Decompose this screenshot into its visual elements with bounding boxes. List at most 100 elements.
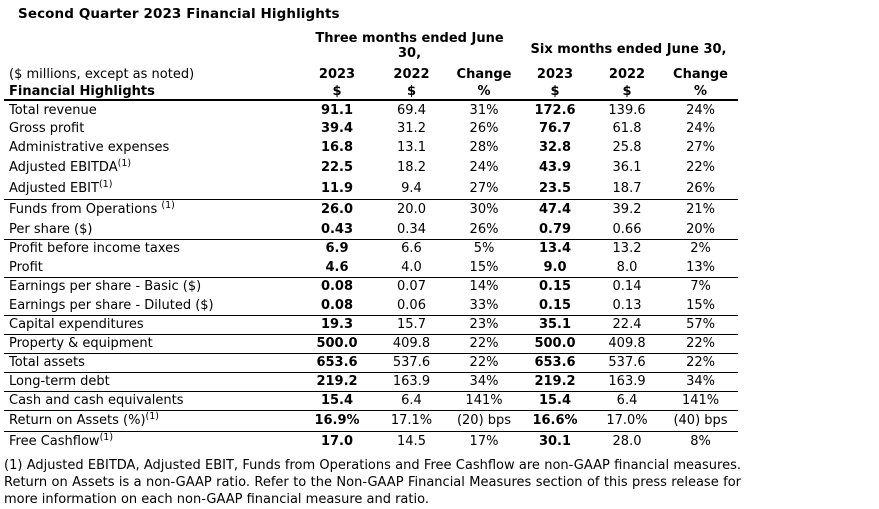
cell-value: 23.5 bbox=[519, 178, 592, 200]
cell-value: 17.0% bbox=[591, 410, 664, 432]
table-row: Earnings per share - Basic ($) 0.08 0.07 14… bbox=[4, 277, 738, 296]
cell-value: 16.8 bbox=[320, 140, 354, 155]
table-row: Return on Assets (%)(1) 16.9% 17.1% (20) bp… bbox=[4, 410, 739, 432]
cell-value: 17% bbox=[469, 434, 499, 450]
cell-value: (20) bps bbox=[449, 410, 520, 432]
cell-value: 19.3 bbox=[300, 315, 374, 335]
cell-value: 0.43 bbox=[300, 220, 374, 240]
cell-value: 32.8 bbox=[538, 140, 572, 155]
cell-value: 28.0 bbox=[612, 434, 642, 450]
cell-value: 27% bbox=[449, 178, 520, 200]
table-row: Profit 4.6 4.0 15% 9.0 8.0 13% bbox=[4, 258, 739, 278]
row-label: Total assets bbox=[4, 353, 300, 373]
table-row: Gross profit 39.4 31.2 26% 76.7 61.8 24% bbox=[4, 119, 738, 138]
cell-value: 163.9 bbox=[374, 372, 449, 392]
cell-value: 13.2 bbox=[612, 241, 642, 257]
cell-value: 26% bbox=[663, 178, 739, 200]
cell-value: 28% bbox=[469, 140, 499, 155]
table-row: Funds from Operations (1) 26.0 20.0 30% 47.4… bbox=[4, 199, 738, 220]
cell-value: 13.1 bbox=[397, 140, 426, 155]
cell-value: 537.6 bbox=[591, 353, 664, 373]
cell-value: 0.66 bbox=[591, 220, 664, 240]
row-label: Profit before income taxes bbox=[9, 241, 180, 257]
table-row: Free Cashflow(1) 17.0 14.5 17% 30.1 28.0 8% bbox=[4, 431, 738, 452]
row-label: Long-term debt bbox=[4, 372, 300, 392]
cell-value: 409.8 bbox=[374, 334, 449, 354]
cell-value: 0.13 bbox=[591, 296, 664, 316]
table-row: Cash and cash equivalents 15.4 6.4 141% 15.4… bbox=[4, 391, 739, 411]
col-header-year: 2022 bbox=[393, 67, 430, 82]
table-row: Property & equipment 500.0 409.8 22% 500.0 40… bbox=[4, 334, 739, 354]
cell-value: 30% bbox=[469, 202, 499, 218]
cell-value: 26.0 bbox=[320, 202, 354, 218]
cell-value: 15.4 bbox=[300, 391, 374, 411]
cell-value: 172.6 bbox=[534, 102, 576, 118]
col-header-change: Change bbox=[456, 67, 512, 82]
cell-value: 8% bbox=[690, 434, 711, 450]
cell-value: 30.1 bbox=[538, 434, 572, 450]
cell-value: 31.2 bbox=[397, 121, 426, 136]
cell-value: 39.4 bbox=[320, 121, 354, 136]
cell-value: 20.0 bbox=[397, 202, 426, 218]
group-header-row: Three months ended June 30, Six months e… bbox=[4, 31, 738, 64]
cell-value: 0.06 bbox=[374, 296, 449, 316]
footnote-ref: (1) bbox=[99, 432, 114, 444]
footnote: (1) Adjusted EBITDA, Adjusted EBIT, Fund… bbox=[4, 458, 741, 507]
cell-value: 17.1% bbox=[374, 410, 449, 432]
table-row: Profit before income taxes 6.9 6.6 5% 13.4 13… bbox=[4, 239, 738, 258]
six-months-header: Six months ended June 30, bbox=[530, 42, 727, 57]
cell-value: 69.4 bbox=[397, 102, 426, 118]
group-header-spacer bbox=[4, 31, 300, 64]
col-header-year: 2023 bbox=[318, 67, 356, 82]
cell-value: 22% bbox=[663, 334, 739, 354]
cell-value: 22% bbox=[686, 160, 715, 175]
cell-value: 76.7 bbox=[538, 121, 572, 136]
table-body: Total revenue 91.1 69.4 31% 172.6 139.6 24% Gro… bbox=[4, 100, 739, 452]
row-label: Profit bbox=[4, 258, 300, 278]
units-header-row: Financial Highlights $ $ % $ $ % bbox=[4, 82, 739, 101]
cell-value: 18.7 bbox=[591, 178, 664, 200]
cell-value: 34% bbox=[663, 372, 739, 392]
cell-value: 4.0 bbox=[374, 258, 449, 278]
cell-value: 537.6 bbox=[374, 353, 449, 373]
cell-value: 0.07 bbox=[397, 279, 426, 295]
section-label: Financial Highlights bbox=[4, 82, 300, 101]
row-label: Earnings per share - Diluted ($) bbox=[4, 296, 300, 316]
cell-value: 47.4 bbox=[538, 202, 572, 218]
cell-value: 15% bbox=[449, 258, 520, 278]
cell-value: 39.2 bbox=[612, 202, 642, 218]
row-label: Cash and cash equivalents bbox=[4, 391, 300, 411]
row-label: Per share ($) bbox=[4, 220, 300, 240]
cell-value: 0.08 bbox=[300, 296, 374, 316]
cell-value: 22% bbox=[449, 353, 520, 373]
cell-value: 6.4 bbox=[374, 391, 449, 411]
cell-value: 653.6 bbox=[519, 353, 592, 373]
cell-value: 24% bbox=[686, 102, 715, 118]
table-row: Adjusted EBITDA(1) 22.5 18.2 24% 43.9 36.1 22% bbox=[4, 157, 738, 178]
col-unit: $ bbox=[374, 82, 449, 101]
cell-value: 0.08 bbox=[320, 279, 354, 295]
cell-value: 7% bbox=[690, 279, 711, 295]
table-row: Adjusted EBIT(1) 11.9 9.4 27% 23.5 18.7 26% bbox=[4, 178, 739, 200]
row-label: Gross profit bbox=[9, 121, 85, 136]
table-row: Long-term debt 219.2 163.9 34% 219.2 163.9 34% bbox=[4, 372, 739, 392]
row-label: Earnings per share - Basic ($) bbox=[9, 279, 202, 295]
cell-value: 9.4 bbox=[374, 178, 449, 200]
row-label: Free Cashflow(1) bbox=[9, 432, 114, 450]
footnote-ref: (1) bbox=[117, 158, 132, 169]
press-release-page: Second Quarter 2023 Financial Highlights… bbox=[0, 6, 879, 509]
col-unit: $ bbox=[591, 82, 664, 101]
col-unit: % bbox=[663, 82, 739, 101]
cell-value: 6.6 bbox=[401, 241, 422, 257]
cell-value: 57% bbox=[663, 315, 739, 335]
cell-value: (40) bps bbox=[663, 410, 739, 432]
row-label: Adjusted EBIT(1) bbox=[4, 178, 300, 200]
cell-value: 20% bbox=[663, 220, 739, 240]
col-unit: $ bbox=[300, 82, 374, 101]
cell-value: 9.0 bbox=[519, 258, 592, 278]
cell-value: 15.7 bbox=[374, 315, 449, 335]
table-row: Total revenue 91.1 69.4 31% 172.6 139.6 24% bbox=[4, 100, 738, 119]
footnote-ref: (1) bbox=[161, 200, 175, 212]
cell-value: 13% bbox=[663, 258, 739, 278]
year-header-row: ($ millions, except as noted) 2023 2022 … bbox=[4, 64, 738, 82]
